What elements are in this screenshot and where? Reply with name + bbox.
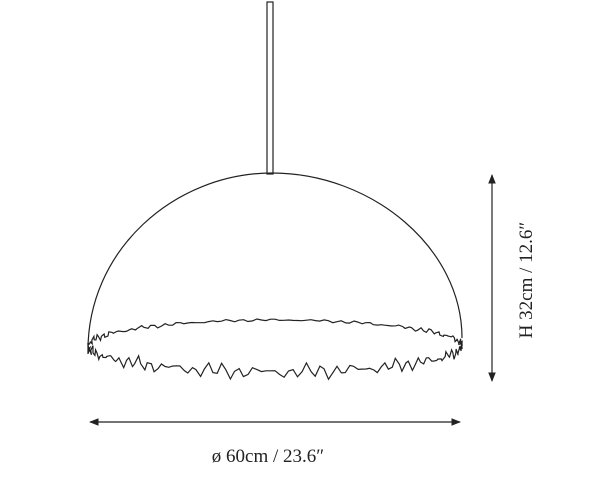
ragged-rim: [86, 318, 463, 381]
rod: [266, 1, 274, 175]
width-label: ø 60cm / 23.6″: [212, 446, 324, 467]
dome: [87, 172, 463, 355]
height-label: H 32cm / 12.6″: [516, 222, 537, 339]
